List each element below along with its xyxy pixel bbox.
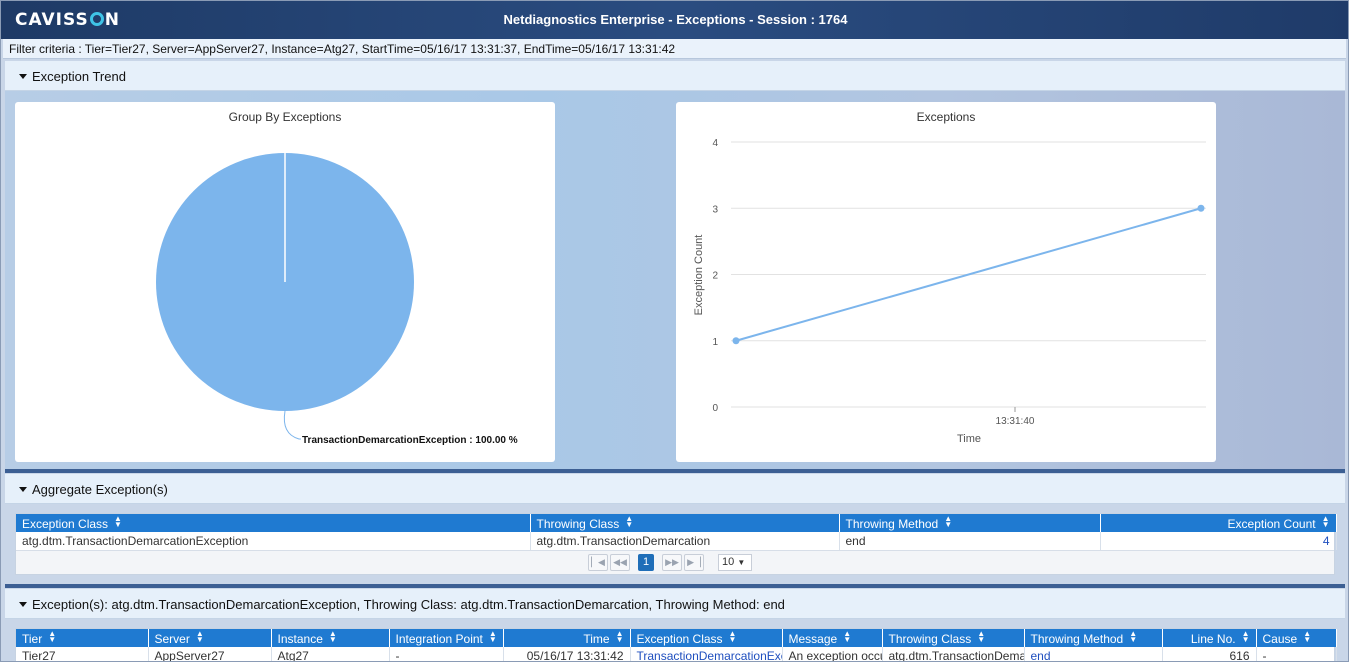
line-chart-svg: 0 1 2 3 4 13:31:40 Time Exception Count [693,138,1206,445]
sort-icon[interactable]: ▲ ▼ [328,629,337,644]
sort-icon[interactable]: ▲ ▼ [114,514,122,529]
sort-icon[interactable]: ▲ ▼ [615,629,624,644]
collapse-caret-icon[interactable] [19,487,27,492]
sort-icon[interactable]: ▲ ▼ [1303,629,1312,644]
filter-criteria: Filter criteria : Tier=Tier27, Server=Ap… [3,39,1346,59]
sort-icon[interactable]: ▲ ▼ [728,629,737,644]
column-header-server[interactable]: Server ▲ ▼ [148,629,272,647]
y-axis-label: Exception Count [693,235,705,316]
logo-ring-icon [89,12,104,26]
table-row[interactable]: atg.dtm.TransactionDemarcationException … [16,532,1337,550]
cell-throwing-class: atg.dtm.TransactionDemarcation [530,532,840,550]
cell-server: AppServer27 [148,647,272,661]
chart-title: Group By Exceptions [228,110,342,124]
cavisson-logo: CAVISS N [15,10,120,30]
series-line [735,207,1202,342]
cell-instance: Atg27 [271,647,390,661]
cell-tier: Tier27 [16,647,149,661]
next-page-icon[interactable]: ▶▶ [662,554,682,571]
exception-trend-header[interactable]: Exception Trend [5,61,1345,91]
column-header-tier[interactable]: Tier ▲ ▼ [16,629,149,647]
pie-data-label: TransactionDemarcationException : 100.00… [302,435,518,446]
cell-exception-class: atg.dtm.TransactionDemarcationException [16,532,531,550]
cell-message: An exception occu [782,647,883,661]
y-tick-label: 1 [712,337,718,348]
chart-title: Exceptions [916,110,976,124]
table-paginator: ▏◀ ◀◀ 1 ▶▶ ▶▕ 10 ▼ [16,550,1334,574]
column-header-exception-class[interactable]: Exception Class ▲ ▼ [630,629,783,647]
page-title: Netdiagnostics Enterprise - Exceptions -… [503,12,848,27]
cell-line-no: 616 [1162,647,1257,661]
aggregate-exceptions-header[interactable]: Aggregate Exception(s) [5,474,1345,504]
cell-exception-count-link[interactable]: 4 [1100,532,1337,550]
collapse-caret-icon[interactable] [19,602,27,607]
cell-time: 05/16/17 13:31:42 [503,647,631,661]
sort-icon[interactable]: ▲ ▼ [1321,514,1330,529]
sort-icon[interactable]: ▲ ▼ [1241,629,1250,644]
section-title: Aggregate Exception(s) [32,482,168,497]
sort-icon[interactable]: ▲ ▼ [944,514,953,529]
column-header-message[interactable]: Message ▲ ▼ [782,629,883,647]
last-page-icon[interactable]: ▶▕ [684,554,704,571]
cell-throwing-class: atg.dtm.TransactionDemar [882,647,1025,661]
page-size-select[interactable]: 10 ▼ [718,554,752,571]
x-axis-label: Time [957,433,981,445]
collapse-caret-icon[interactable] [19,74,27,79]
sort-icon[interactable]: ▲ ▼ [977,629,986,644]
first-page-icon[interactable]: ▏◀ [588,554,608,571]
column-header-exception-class[interactable]: Exception Class ▲ ▼ [16,514,531,532]
column-header-line-no[interactable]: Line No. ▲ ▼ [1162,629,1257,647]
x-tick-label: 13:31:40 [996,416,1035,427]
section-divider [5,469,1345,473]
table-row[interactable]: Tier27 AppServer27 Atg27 - 05/16/17 13:3… [16,647,1337,661]
exceptions-line-chart: Exceptions 0 1 2 3 4 13:31:40 Time Exception Co… [676,102,1216,462]
aggregate-exceptions-table: Exception Class ▲ ▼ Throwing Class ▲ ▼ Throw… [15,513,1337,575]
cell-exception-class-link[interactable]: TransactionDemarcationExce [630,647,783,661]
column-header-throwing-class[interactable]: Throwing Class ▲ ▼ [530,514,840,532]
title-bar: CAVISS N Netdiagnostics Enterprise - Exce… [1,1,1348,39]
column-header-throwing-class[interactable]: Throwing Class ▲ ▼ [882,629,1025,647]
cell-cause: - [1256,647,1337,661]
sort-icon[interactable]: ▲ ▼ [488,629,497,644]
section-title: Exception Trend [32,69,126,84]
cell-throwing-method: end [839,532,1101,550]
section-title: Exception(s): atg.dtm.TransactionDemarca… [32,597,785,612]
data-point [732,337,740,345]
chevron-down-icon: ▼ [737,558,746,567]
sort-icon[interactable]: ▲ ▼ [843,629,852,644]
y-tick-label: 0 [712,403,718,414]
column-header-instance[interactable]: Instance ▲ ▼ [271,629,390,647]
column-header-cause[interactable]: Cause ▲ ▼ [1256,629,1337,647]
y-tick-label: 4 [712,138,718,149]
cell-throwing-method-link[interactable]: end [1024,647,1163,661]
exception-trend-panel: Group By Exceptions TransactionDemarcati… [5,91,1345,469]
sort-icon[interactable]: ▲ ▼ [48,629,57,644]
data-point [1197,204,1205,212]
sort-icon[interactable]: ▲ ▼ [195,629,204,644]
previous-page-icon[interactable]: ◀◀ [610,554,630,571]
current-page-button[interactable]: 1 [638,554,654,571]
column-header-time[interactable]: Time ▲ ▼ [503,629,631,647]
exceptions-detail-header[interactable]: Exception(s): atg.dtm.TransactionDemarca… [5,589,1345,619]
column-header-throwing-method[interactable]: Throwing Method ▲ ▼ [1024,629,1163,647]
group-by-exceptions-chart: Group By Exceptions TransactionDemarcati… [15,102,555,462]
pie-label-connector [283,410,301,440]
section-divider [5,584,1345,588]
column-header-exception-count[interactable]: Exception Count ▲ ▼ [1100,514,1337,532]
sort-icon[interactable]: ▲ ▼ [625,514,634,529]
cell-integration-point: - [389,647,504,661]
column-header-throwing-method[interactable]: Throwing Method ▲ ▼ [839,514,1101,532]
sort-icon[interactable]: ▲ ▼ [1129,629,1138,644]
exceptions-table: Tier ▲ ▼ Server ▲ ▼ Instance ▲ ▼ Integration P… [15,628,1337,661]
y-tick-label: 2 [712,271,718,282]
y-tick-label: 3 [712,204,718,215]
pie-chart-svg: TransactionDemarcationException : 100.00… [156,153,518,446]
column-header-integration-point[interactable]: Integration Point ▲ ▼ [389,629,504,647]
